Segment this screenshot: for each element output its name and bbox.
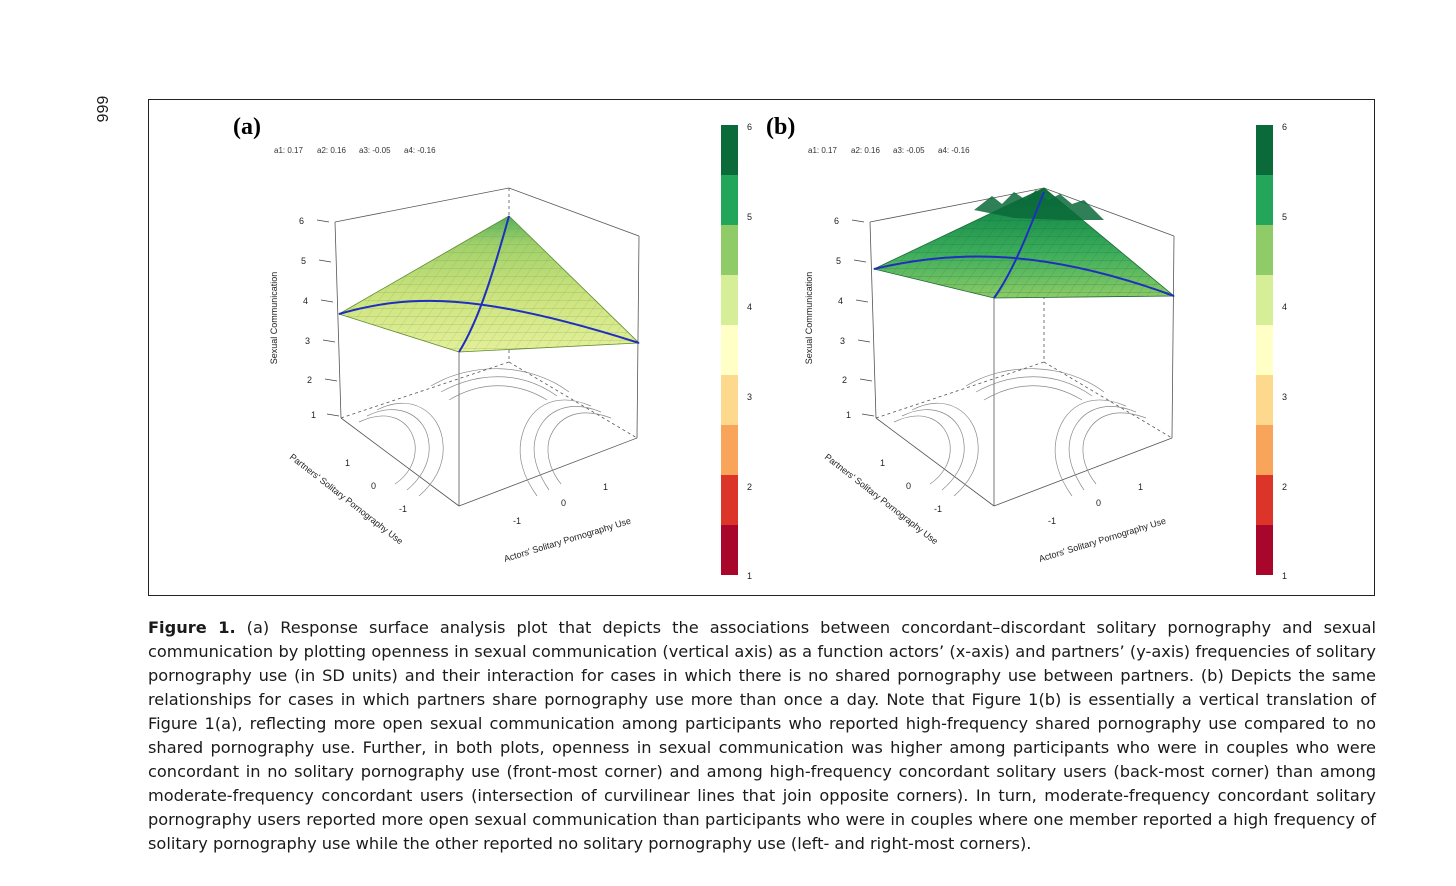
svg-text:3: 3 xyxy=(1282,392,1287,402)
coef-b1: a1: 0.17 xyxy=(808,146,837,155)
panel-b: (b) a1: 0.17 a2: 0.16 a3: -0.05 a4: -0.1… xyxy=(766,114,1287,581)
coef-b2: a2: 0.16 xyxy=(851,146,880,155)
panel-b-letter: (b) xyxy=(766,114,795,140)
svg-text:0: 0 xyxy=(371,481,376,491)
coef-a1: a1: 0.17 xyxy=(274,146,303,155)
svg-text:2: 2 xyxy=(842,375,847,385)
panel-a: (a) a1: 0.17 a2: 0.16 a3: -0.05 a4: -0.1… xyxy=(233,114,752,581)
x-ticks-b: -1 0 1 xyxy=(1048,482,1143,526)
svg-text:2: 2 xyxy=(747,482,752,492)
line-of-incongruence-b xyxy=(873,255,1175,297)
caption-text: (a) Response surface analysis plot that … xyxy=(148,618,1376,853)
caption-label: Figure 1. xyxy=(148,618,236,637)
svg-text:5: 5 xyxy=(747,212,752,222)
z-ticks-a: 6 5 4 3 2 1 xyxy=(299,216,316,420)
svg-text:1: 1 xyxy=(880,458,885,468)
figure-frame: (a) a1: 0.17 a2: 0.16 a3: -0.05 a4: -0.1… xyxy=(148,99,1375,596)
contours-b xyxy=(893,368,1147,497)
coef-b3: a3: -0.05 xyxy=(893,146,925,155)
svg-text:4: 4 xyxy=(1282,302,1287,312)
coef-a4: a4: -0.16 xyxy=(404,146,436,155)
coef-a3: a3: -0.05 xyxy=(359,146,391,155)
x-axis-title-a: Actors' Solitary Pornography Use xyxy=(503,516,632,564)
svg-text:-1: -1 xyxy=(934,504,942,514)
svg-text:5: 5 xyxy=(1282,212,1287,222)
contours-a xyxy=(358,368,612,497)
svg-text:6: 6 xyxy=(1282,122,1287,132)
legend-a: 6 5 4 3 2 1 xyxy=(721,122,752,581)
line-of-congruence-a xyxy=(458,215,510,353)
svg-text:4: 4 xyxy=(838,296,843,306)
svg-text:1: 1 xyxy=(345,458,350,468)
y-ticks-b: 1 0 -1 xyxy=(880,458,942,514)
svg-text:4: 4 xyxy=(747,302,752,312)
svg-text:6: 6 xyxy=(747,122,752,132)
legend-b: 6 5 4 3 2 1 xyxy=(1256,122,1287,581)
svg-text:3: 3 xyxy=(305,336,310,346)
svg-text:1: 1 xyxy=(747,571,752,581)
x-axis-title-b: Actors' Solitary Pornography Use xyxy=(1038,516,1167,564)
svg-text:1: 1 xyxy=(846,410,851,420)
line-of-congruence-b xyxy=(993,191,1045,299)
z-axis-title-b: Sexual Communication xyxy=(804,272,814,365)
svg-text:1: 1 xyxy=(1282,571,1287,581)
svg-text:6: 6 xyxy=(299,216,304,226)
svg-text:-1: -1 xyxy=(1048,516,1056,526)
svg-text:5: 5 xyxy=(301,256,306,266)
line-of-incongruence-a xyxy=(338,299,640,344)
z-axis-title-a: Sexual Communication xyxy=(269,272,279,365)
svg-text:1: 1 xyxy=(1138,482,1143,492)
y-ticks-a: 1 0 -1 xyxy=(345,458,407,514)
svg-text:0: 0 xyxy=(906,481,911,491)
page-number: 666 xyxy=(93,95,110,123)
svg-text:0: 0 xyxy=(561,498,566,508)
svg-text:2: 2 xyxy=(307,375,312,385)
svg-text:-1: -1 xyxy=(399,504,407,514)
figure-svg: (a) a1: 0.17 a2: 0.16 a3: -0.05 a4: -0.1… xyxy=(233,114,1287,581)
svg-text:6: 6 xyxy=(834,216,839,226)
z-tick-marks-b xyxy=(851,219,875,417)
svg-text:3: 3 xyxy=(840,336,845,346)
x-ticks-a: -1 0 1 xyxy=(513,482,608,526)
svg-text:-1: -1 xyxy=(513,516,521,526)
svg-text:2: 2 xyxy=(1282,482,1287,492)
svg-text:1: 1 xyxy=(311,410,316,420)
svg-text:3: 3 xyxy=(747,392,752,402)
svg-text:4: 4 xyxy=(303,296,308,306)
svg-text:0: 0 xyxy=(1096,498,1101,508)
z-tick-marks-a xyxy=(316,219,340,417)
z-ticks-b: 6 5 4 3 2 1 xyxy=(834,216,851,420)
panel-a-letter: (a) xyxy=(233,114,261,140)
svg-text:5: 5 xyxy=(836,256,841,266)
figure-caption: Figure 1. (a) Response surface analysis … xyxy=(148,616,1376,856)
coef-b4: a4: -0.16 xyxy=(938,146,970,155)
coef-a2: a2: 0.16 xyxy=(317,146,346,155)
svg-text:1: 1 xyxy=(603,482,608,492)
